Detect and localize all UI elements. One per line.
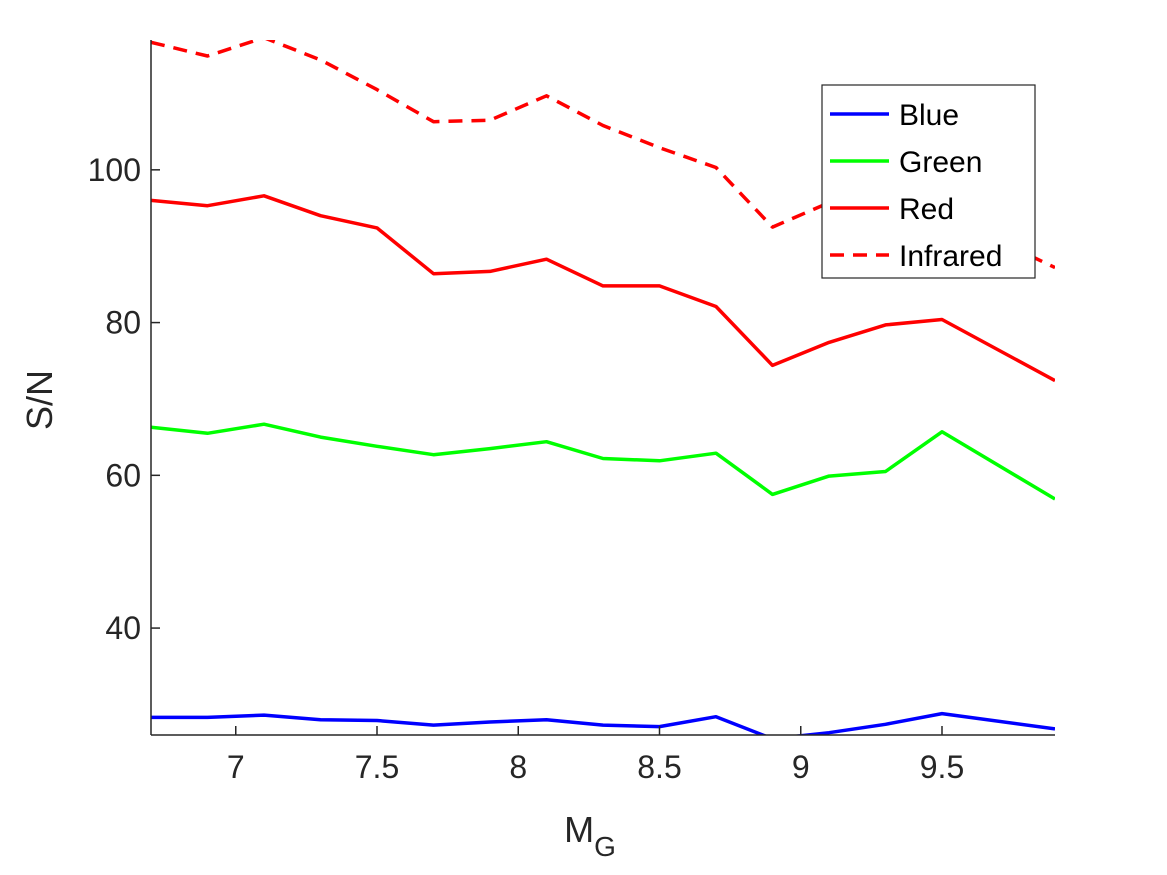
- x-ticks: 7 7.5 8 8.5 9 9.5: [227, 726, 964, 785]
- x-axis-label-main: M: [564, 809, 594, 850]
- series-line-red: [151, 194, 1055, 383]
- series-line-infrared: [151, 40, 1055, 270]
- legend-label-red: Red: [899, 193, 954, 226]
- x-tick-label: 8: [509, 749, 527, 785]
- legend-label-blue: Blue: [899, 99, 959, 132]
- y-tick-label: 60: [105, 457, 141, 493]
- plot-lines: [151, 40, 1055, 735]
- y-ticks: 40 60 80 100: [88, 152, 160, 646]
- legend: Blue Green Red Infrared: [821, 84, 1036, 279]
- x-tick-label: 8.5: [637, 749, 681, 785]
- legend-box: [821, 84, 1036, 279]
- x-tick-label: 7: [227, 749, 245, 785]
- series-line-green: [151, 422, 1055, 501]
- y-tick-label: 80: [105, 305, 141, 341]
- y-tick-label: 40: [105, 610, 141, 646]
- x-axis-label: MG: [564, 809, 616, 862]
- series-line-blue: [151, 711, 1055, 735]
- legend-label-green: Green: [899, 146, 982, 179]
- y-axis-label: S/N: [19, 370, 60, 430]
- x-axis-label-subscript: G: [594, 831, 616, 862]
- y-tick-label: 100: [88, 152, 141, 188]
- x-tick-label: 9: [792, 749, 810, 785]
- axes: [150, 40, 1055, 736]
- x-tick-label: 9.5: [920, 749, 964, 785]
- legend-label-infrared: Infrared: [899, 240, 1002, 273]
- x-tick-label: 7.5: [355, 749, 399, 785]
